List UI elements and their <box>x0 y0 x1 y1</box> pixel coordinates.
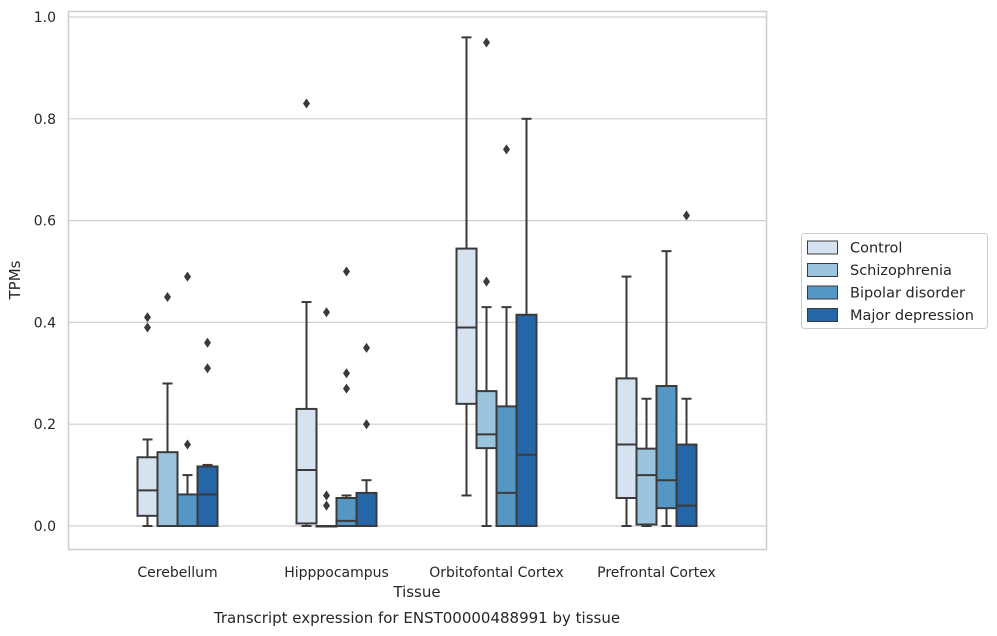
outlier-point <box>184 271 191 282</box>
legend-label: Bipolar disorder <box>850 286 965 302</box>
box-schizophrenia <box>156 291 179 528</box>
box-major-depression <box>515 117 538 528</box>
box-control <box>615 275 638 527</box>
legend-label: Schizophrenia <box>850 263 952 279</box>
legend-swatch <box>807 308 838 322</box>
box-body <box>295 407 318 525</box>
box-body <box>475 390 498 450</box>
outlier-point <box>144 322 151 333</box>
box-major-depression <box>196 337 219 527</box>
x-tick-label: Cerebellum <box>137 565 217 581</box>
legend-label: Control <box>850 241 902 257</box>
box-body <box>136 456 159 517</box>
legend-swatch <box>807 240 838 255</box>
box-control <box>136 312 159 527</box>
y-tick-label: 0.2 <box>34 417 56 433</box>
box-major-depression <box>355 342 378 528</box>
y-tick-label: 0.6 <box>34 214 56 230</box>
y-tick-label: 0.0 <box>34 519 56 535</box>
box-body <box>615 377 638 500</box>
y-tick-label: 0.4 <box>34 315 56 331</box>
box-body <box>495 405 518 528</box>
outlier-point <box>363 342 370 353</box>
outlier-point <box>323 307 330 318</box>
outlier-point <box>204 337 211 348</box>
y-axis-label: TPMs <box>6 260 24 300</box>
x-axis: Cerebellum Hipppocampus Orbitofontal Corte… <box>137 565 715 581</box>
outlier-point <box>483 276 490 287</box>
y-axis: 0.0 0.2 0.4 0.6 0.8 1.0 <box>34 10 56 535</box>
outlier-point <box>144 312 151 323</box>
box-major-depression <box>675 210 698 527</box>
box-schizophrenia <box>315 307 338 528</box>
box-body <box>176 493 199 527</box>
outlier-point <box>323 500 330 511</box>
outlier-point <box>363 419 370 430</box>
box-bipolar-disorder <box>176 271 199 527</box>
chart-caption: Transcript expression for ENST0000048899… <box>213 609 620 627</box>
y-tick-label: 0.8 <box>34 112 56 128</box>
box-bipolar-disorder <box>335 266 358 528</box>
legend: Control Schizophrenia Bipolar disorder Majo… <box>801 233 988 329</box>
box-groups <box>136 36 698 528</box>
legend-swatch <box>807 285 838 300</box>
outlier-point <box>184 439 191 450</box>
plot-frame <box>67 10 768 551</box>
box-body <box>455 247 478 405</box>
outlier-point <box>323 490 330 501</box>
box-body <box>635 447 658 526</box>
outlier-point <box>164 291 171 302</box>
outlier-point <box>343 383 350 394</box>
x-tick-label: Hipppocampus <box>284 565 389 581</box>
box-schizophrenia <box>635 397 658 527</box>
x-tick-label: Prefrontal Cortex <box>597 565 716 581</box>
outlier-point <box>683 210 690 221</box>
box-body <box>355 491 378 528</box>
outlier-point <box>503 144 510 155</box>
box-bipolar-disorder <box>495 144 518 528</box>
box-schizophrenia <box>475 37 498 527</box>
x-axis-label: Tissue <box>392 583 440 601</box>
box-control <box>295 98 318 527</box>
box-body <box>156 451 179 528</box>
outlier-point <box>483 37 490 48</box>
x-tick-label: Orbitofontal Cortex <box>429 565 564 581</box>
outlier-point <box>343 368 350 379</box>
box-body <box>515 313 538 528</box>
box-body <box>675 443 698 527</box>
legend-frame <box>801 233 988 329</box>
legend-swatch <box>807 263 838 277</box>
box-body <box>655 385 678 510</box>
legend-label: Major depression <box>850 308 974 324</box>
outlier-point <box>303 98 310 109</box>
box-bipolar-disorder <box>655 250 678 527</box>
outlier-point <box>343 266 350 277</box>
box-body <box>196 465 219 527</box>
y-tick-label: 1.0 <box>34 10 56 26</box>
box-control <box>455 36 478 497</box>
outlier-point <box>204 363 211 374</box>
